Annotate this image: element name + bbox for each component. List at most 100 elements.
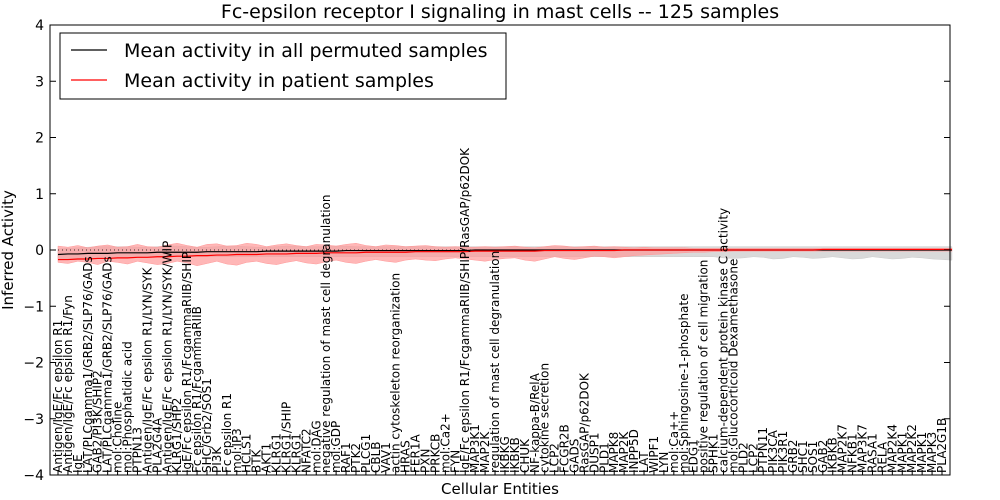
x-category-label: MAP2K [617,431,631,473]
x-category-label: cytokine secretion [538,363,552,473]
x-category-label: NFKB1 [846,433,860,473]
x-category-label: PI3K [210,446,224,473]
x-category-label: LAT/PLCgamma1/GRB2/SLP76/GADs [101,256,115,473]
x-category-label: BTK [250,448,264,473]
x-category-label: regulation of mast cell degranulation [488,251,502,473]
x-category-label: mol:Choline [111,402,125,473]
x-category-label: mol:Sphingosine-1-phosphate [677,294,691,474]
x-category-label: mol:Glucocorticoid Dexamethasone [726,259,740,473]
x-category-label: LAT/PLCgamma1/GRB2/SLP76/GADs [81,256,95,473]
band-patient-spread [57,242,953,267]
x-category-label: LCP2 [548,443,562,473]
x-category-label: GAB2 [816,440,830,473]
x-category-label: mol:Ca2+ [438,413,452,473]
x-category-label: WIPF1 [647,436,661,473]
x-category-label: EDG1 [687,439,701,473]
y-tick-label: 3 [35,74,44,90]
x-category-label: MAPK3 [925,432,939,473]
series-layer [57,248,952,261]
x-category-label: MAP3K1 [468,424,482,473]
x-category-label: FCGR2B [558,424,572,473]
x-category-label: SHC1 [796,440,810,473]
series-line-patient [58,248,952,261]
x-ticks: Antigen/IgE/Fc epsilon R1Antigen/IgE/Fc … [51,147,949,475]
x-category-label: GAB2/PI3K/SHIP2 [91,370,105,473]
y-tick-label: −2 [23,356,44,372]
x-category-label: RELA [875,441,889,473]
x-category-label: LAT [637,451,651,473]
x-category-label: HRAS [399,440,413,473]
x-category-label: PLA2G4A [150,417,164,473]
legend-label-patient: Mean activity in patient samples [124,70,434,92]
x-axis-title: Cellular Entities [441,480,559,498]
x-category-label: LCP2 [746,443,760,473]
legend-box [59,32,507,100]
y-axis-title: Inferred Activity [0,190,17,310]
x-category-label: RAF1 [339,442,353,473]
x-category-label: IKBKB [508,437,522,473]
x-category-label: FER1A [409,434,423,473]
x-category-label: PLD2 [736,442,750,473]
legend-label-permuted: Mean activity in all permuted samples [124,40,487,62]
x-category-label: CBLB [369,441,383,473]
x-category-label: IKBKG [498,436,512,473]
y-tick-label: 1 [35,187,44,203]
y-tick-label: 2 [35,131,44,147]
x-category-label: GRB2 [786,439,800,473]
x-category-label: mol:DAG [309,420,323,473]
x-category-label: MAP2K [478,431,492,473]
x-category-label: PTPN13 [130,427,144,473]
x-category-label: positive regulation of cell migration [697,260,711,473]
x-category-label: NFATC2 [299,428,313,473]
legend: Mean activity in all permuted samples Me… [59,32,507,100]
x-category-label: mol:GDP [329,421,343,473]
x-category-label: MAPK8 [607,432,621,473]
y-tick-label: −3 [23,412,44,428]
x-category-label: PTPN11 [756,427,770,473]
x-category-label: KLRG1/SHIP [279,402,293,473]
x-category-label: SPHK1 [707,434,721,473]
x-category-label: mol:Ca++ [667,411,681,473]
x-category-label: mol:Phosphatidic acid [121,341,135,473]
y-tick-label: 4 [35,18,44,34]
x-category-label: actin cytoskeleton reorganization [389,273,403,473]
x-category-label: negative regulation of mast cell degranu… [319,194,333,473]
x-category-label: MAP2K7 [836,424,850,473]
x-category-label: mol:IP3 [230,428,244,473]
x-category-label: IgE/Fc epsilon R1/FcgammaRIIB/SHIP/RasGA… [458,147,472,473]
x-category-label: IKBKB [826,437,840,473]
x-category-label: MAP2K4 [885,424,899,473]
x-category-label: RasGAP/p62DOK [577,372,591,473]
x-category-label: PRKCB [428,434,442,473]
x-category-label: MAPK1 [915,432,929,473]
x-category-label: PLCG1 [359,434,373,473]
x-category-label: MAPK1 [895,432,909,473]
chart-title: Fc-epsilon receptor I signaling in mast … [221,1,779,23]
x-category-label: PIK3CA [766,429,780,473]
x-category-label: RASA1 [865,433,879,473]
x-category-label: SHC/Grb2/SOS1 [200,378,214,473]
x-category-label: KLRG1 [270,433,284,473]
x-category-label: PTK2 [349,443,363,473]
x-category-label: PLD1 [597,442,611,473]
x-category-label: PXN [419,449,433,473]
x-category-label: MAP3K7 [856,424,870,473]
x-category-label: HCLS1 [240,434,254,473]
x-category-label: Antigen/IgE/Fc epsilon R1 [51,320,65,473]
x-category-label: IgE/Fc epsilon R1/FcgammaRIIB/SHIP [180,252,194,473]
x-category-label: GADS [567,439,581,473]
x-category-label: LYN [657,452,671,473]
y-ticks: −4 −3 −2 −1 0 1 2 3 4 [23,18,950,484]
y-tick-label: −1 [23,299,44,315]
x-category-label: MAP2K2 [905,424,919,473]
x-category-label: INPP5D [627,429,641,473]
x-category-label: PLA2G1B [935,418,949,473]
x-category-label: AKT1 [260,443,274,473]
x-category-label: FYN [448,450,462,473]
x-category-label: Fc epsilon R1 [220,393,234,473]
x-category-label: KLRG1 [289,433,303,473]
x-category-label: Antigen/IgE/Fc epsilon R1/Fyn [61,295,75,473]
x-category-label: VAV1 [379,442,393,473]
x-category-label: PIK3R1 [776,431,790,473]
